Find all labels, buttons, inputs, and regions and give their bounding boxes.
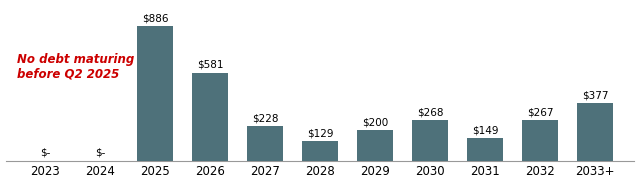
Bar: [137, 26, 173, 161]
Text: $200: $200: [362, 118, 388, 128]
Bar: [192, 73, 228, 161]
Text: $149: $149: [472, 125, 499, 135]
Text: $886: $886: [141, 14, 168, 24]
Text: $-: $-: [40, 148, 50, 158]
Text: $228: $228: [252, 113, 278, 123]
Bar: [412, 120, 448, 161]
Bar: [357, 130, 393, 161]
Text: No debt maturing
before Q2 2025: No debt maturing before Q2 2025: [17, 53, 134, 81]
Text: $267: $267: [527, 107, 554, 117]
Bar: [522, 120, 558, 161]
Bar: [577, 103, 613, 161]
Text: $-: $-: [95, 148, 105, 158]
Text: $377: $377: [582, 91, 609, 101]
Text: $268: $268: [417, 107, 444, 117]
Text: $129: $129: [307, 128, 333, 138]
Bar: [302, 141, 338, 161]
Bar: [467, 138, 503, 161]
Bar: [247, 126, 283, 161]
Text: $581: $581: [196, 60, 223, 70]
